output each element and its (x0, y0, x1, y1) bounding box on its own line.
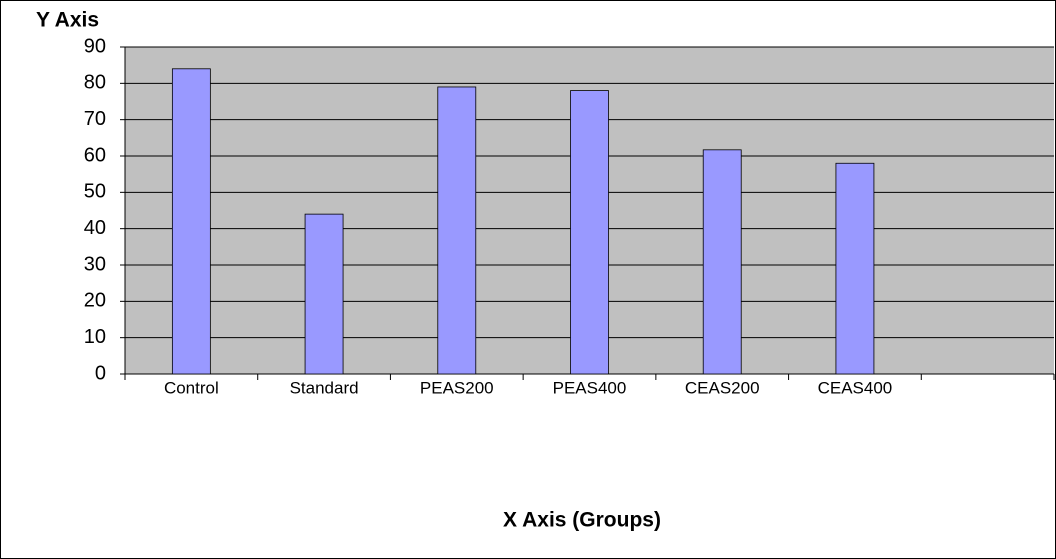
y-tick-label: 10 (84, 326, 106, 348)
y-tick-label: 40 (84, 217, 106, 239)
y-tick-label: 20 (84, 290, 106, 312)
x-axis-title: X Axis (Groups) (503, 509, 661, 532)
y-tick-label: 70 (84, 108, 106, 130)
bar (570, 90, 609, 375)
x-tick-label: Standard (290, 378, 359, 397)
bar (835, 162, 875, 375)
y-tick-label: 50 (84, 181, 106, 203)
bar (171, 68, 211, 375)
x-tick-label: PEAS400 (553, 378, 627, 397)
y-tick-label: 80 (84, 72, 106, 94)
x-tick-label: Control (164, 378, 219, 397)
y-tick-label: 0 (95, 362, 106, 384)
bar (304, 213, 344, 375)
x-tick-label: PEAS200 (420, 378, 494, 397)
y-axis-title: Y Axis (36, 9, 99, 32)
y-tick-label: 60 (84, 144, 106, 166)
bar (702, 149, 742, 375)
x-tick-label: CEAS400 (818, 378, 893, 397)
x-tick-label: CEAS200 (685, 378, 760, 397)
y-tick-label: 30 (84, 253, 106, 275)
y-tick-label: 90 (84, 35, 106, 57)
bar (437, 86, 477, 375)
